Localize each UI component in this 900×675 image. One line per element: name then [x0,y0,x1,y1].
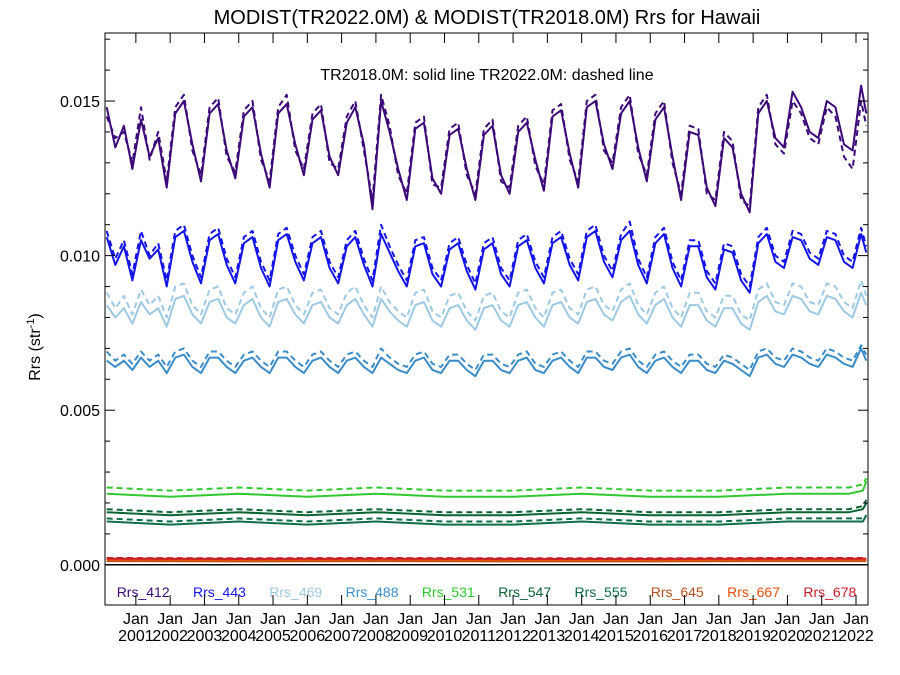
y-axis-label-close: ) [27,313,44,318]
x-tick-label-year: 2001 [118,628,154,645]
x-tick-label-month: Jan [192,611,218,628]
x-tick-label-month: Jan [809,611,835,628]
x-tick-label-year: 2017 [667,628,703,645]
series-line-rrs-412-solid [105,84,868,214]
x-tick-label-year: 2006 [290,628,326,645]
series-line-rrs-469-dashed [105,279,868,322]
series-line-rrs-488-solid [106,347,868,378]
x-tick-label-month: Jan [500,611,526,628]
x-tick-label-year: 2013 [530,628,566,645]
x-tick-label-year: 2008 [358,628,394,645]
legend-label-rrs-667: Rrs_667 [727,584,780,600]
legend-label-rrs-469: Rrs_469 [269,584,322,600]
legend-label-rrs-443: Rrs_443 [193,584,246,600]
series-lines [105,84,868,563]
series-line-rrs-443-solid [105,229,868,294]
x-tick-label-month: Jan [534,611,560,628]
x-tick-label-year: 2012 [495,628,531,645]
legend-label-rrs-678: Rrs_678 [803,584,856,600]
x-tick-label-month: Jan [329,611,355,628]
legend-label-rrs-531: Rrs_531 [422,584,475,600]
x-tick-label-year: 2018 [701,628,737,645]
x-tick-label-year: 2010 [427,628,463,645]
x-axis-ticks: Jan2001Jan2002Jan2003Jan2004Jan2005Jan20… [118,33,874,645]
series-line-rrs-488-dashed [105,344,868,371]
x-tick-label-month: Jan [843,611,869,628]
series-line-rrs-547-dashed [106,499,868,514]
x-tick-label-year: 2020 [770,628,806,645]
legend: Rrs_412 Rrs_443 Rrs_469 Rrs_488 Rrs_531 Rrs_5… [117,584,857,600]
x-tick-label-month: Jan [637,611,663,628]
x-tick-label-month: Jan [740,611,766,628]
x-tick-label-year: 2019 [735,628,771,645]
series-line-rrs-443-dashed [105,220,868,288]
legend-label-rrs-488: Rrs_488 [346,584,399,600]
series-line-rrs-412-dashed [105,93,868,208]
x-tick-label-year: 2011 [462,628,497,645]
x-tick-label-year: 2009 [392,628,428,645]
x-tick-label-month: Jan [363,611,389,628]
legend-label-rrs-547: Rrs_547 [498,584,551,600]
x-tick-label-month: Jan [569,611,595,628]
x-tick-label-year: 2022 [838,628,874,645]
x-tick-label-month: Jan [397,611,423,628]
x-tick-label-year: 2004 [221,628,257,645]
x-tick-label-year: 2002 [152,628,188,645]
legend-label-rrs-555: Rrs_555 [574,584,627,600]
y-tick-label: 0.000 [60,558,100,575]
x-tick-label-year: 2014 [564,628,600,645]
x-tick-label-month: Jan [432,611,458,628]
x-tick-label-month: Jan [603,611,629,628]
x-tick-label-year: 2007 [324,628,360,645]
y-axis-label: Rrs (str-1) [25,313,44,381]
x-tick-label-year: 2015 [598,628,634,645]
series-line-rrs-547-solid [106,502,868,517]
x-tick-label-month: Jan [466,611,492,628]
legend-label-rrs-645: Rrs_645 [651,584,704,600]
y-axis-label-main: Rrs (str [27,328,44,381]
x-tick-label-year: 2003 [187,628,223,645]
plot-frame [104,32,869,606]
y-tick-label: 0.015 [60,94,100,111]
line-style-annotation: TR2018.0M: solid line TR2022.0M: dashed … [320,67,653,84]
legend-label-rrs-412: Rrs_412 [117,584,170,600]
svg-text:Rrs (str-1): Rrs (str-1) [25,313,44,381]
x-tick-label-month: Jan [775,611,801,628]
series-line-rrs-469-solid [105,291,868,331]
series-line-rrs-555-solid [106,514,868,526]
series-line-rrs-531-dashed [106,477,868,492]
x-tick-label-month: Jan [157,611,183,628]
y-axis-label-superscript: -1 [25,319,37,329]
x-tick-label-month: Jan [294,611,320,628]
y-tick-label: 0.005 [60,403,100,420]
x-tick-label-month: Jan [706,611,732,628]
x-tick-label-month: Jan [226,611,252,628]
chart-title: MODIST(TR2022.0M) & MODIST(TR2018.0M) Rr… [214,7,761,29]
x-tick-label-year: 2021 [804,628,840,645]
y-tick-label: 0.010 [60,249,100,266]
series-line-rrs-531-solid [106,480,868,498]
x-tick-label-month: Jan [672,611,698,628]
x-tick-label-month: Jan [260,611,286,628]
y-axis-ticks: 0.000 0.005 0.010 0.015 [60,38,868,575]
x-tick-label-year: 2005 [255,628,291,645]
series-line-rrs-555-dashed [106,514,867,523]
x-tick-label-year: 2016 [632,628,668,645]
x-tick-label-month: Jan [123,611,149,628]
